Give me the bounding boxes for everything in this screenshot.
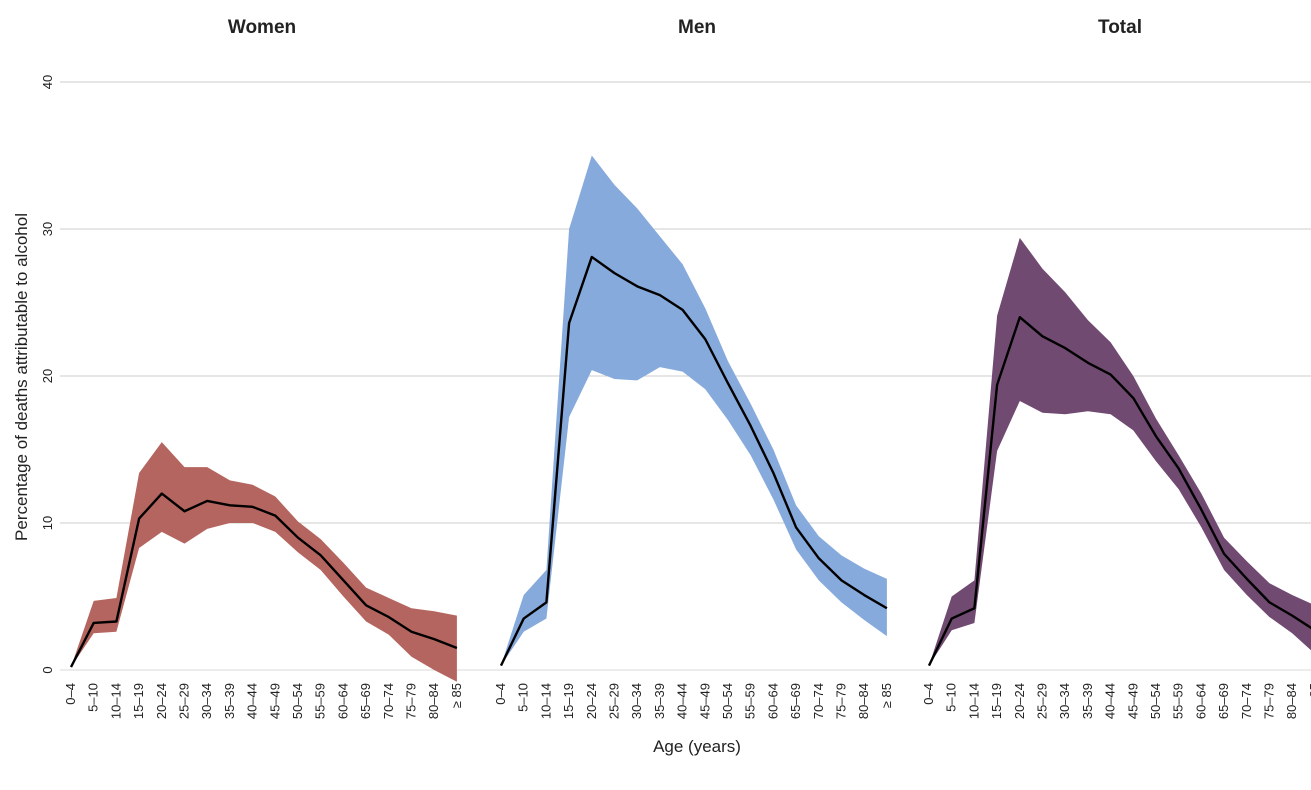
x-tick-label: 5–10 bbox=[86, 683, 101, 712]
x-tick-label: 25–29 bbox=[607, 683, 622, 719]
x-tick-label: 30–34 bbox=[629, 683, 644, 719]
x-axis-title: Age (years) bbox=[653, 737, 741, 756]
x-tick-label: 80–84 bbox=[1284, 683, 1299, 719]
x-tick-label: 50–54 bbox=[720, 683, 735, 719]
panel-title-total: Total bbox=[1098, 17, 1142, 38]
panel-title-men: Men bbox=[678, 17, 716, 38]
x-tick-label: 35–39 bbox=[1080, 683, 1095, 719]
x-tick-label: 45–49 bbox=[1125, 683, 1140, 719]
x-tick-label: 65–69 bbox=[1216, 683, 1231, 719]
y-tick-label: 30 bbox=[40, 222, 55, 236]
x-tick-label: 55–59 bbox=[313, 683, 328, 719]
x-tick-label: 0–4 bbox=[63, 683, 78, 705]
x-tick-label: 80–84 bbox=[856, 683, 871, 719]
x-tick-label: ≥ 85 bbox=[1307, 683, 1311, 708]
x-tick-label: 10–14 bbox=[538, 683, 553, 719]
x-tick-label: 55–59 bbox=[743, 683, 758, 719]
x-tick-label: 45–49 bbox=[267, 683, 282, 719]
x-tick-label: 60–64 bbox=[1193, 683, 1208, 719]
x-tick-label: 60–64 bbox=[335, 683, 350, 719]
x-tick-label: 20–24 bbox=[1012, 683, 1027, 719]
x-tick-label: 70–74 bbox=[1239, 683, 1254, 719]
uncertainty-bands bbox=[71, 155, 1311, 682]
x-tick-label: 25–29 bbox=[177, 683, 192, 719]
x-tick-label: 0–4 bbox=[493, 683, 508, 705]
x-tick-label: 80–84 bbox=[426, 683, 441, 719]
x-tick-label: 55–59 bbox=[1171, 683, 1186, 719]
y-tick-label: 20 bbox=[40, 369, 55, 383]
estimate-line-total bbox=[927, 316, 1311, 667]
x-tick-label: 20–24 bbox=[154, 683, 169, 719]
x-tick-label: 30–34 bbox=[1057, 683, 1072, 719]
x-tick-label: 0–4 bbox=[921, 683, 936, 705]
labels: 0 10 20 30 40 Women 0–4 5–10 10–14 15–19 20–24 25–2… bbox=[40, 17, 1311, 719]
x-tick-label: 60–64 bbox=[765, 683, 780, 719]
x-tick-label: 10–14 bbox=[966, 683, 981, 719]
x-tick-label: 65–69 bbox=[788, 683, 803, 719]
x-tick-label: 15–19 bbox=[989, 683, 1004, 719]
uncertainty-band-total bbox=[929, 237, 1311, 666]
y-axis-title: Percentage of deaths attributable to alc… bbox=[12, 213, 31, 541]
x-tick-label: 70–74 bbox=[811, 683, 826, 719]
x-tick-label: 75–79 bbox=[1262, 683, 1277, 719]
x-tick-label: 10–14 bbox=[108, 683, 123, 719]
x-tick-label: ≥ 85 bbox=[879, 683, 894, 708]
x-tick-label: 35–39 bbox=[222, 683, 237, 719]
x-tick-label: 15–19 bbox=[561, 683, 576, 719]
x-tick-label: 5–10 bbox=[516, 683, 531, 712]
x-tick-label: ≥ 85 bbox=[449, 683, 464, 708]
x-tick-label: 75–79 bbox=[834, 683, 849, 719]
x-tick-label: 35–39 bbox=[652, 683, 667, 719]
x-tick-label: 45–49 bbox=[697, 683, 712, 719]
x-tick-label: 50–54 bbox=[290, 683, 305, 719]
panel-title-women: Women bbox=[228, 17, 296, 38]
x-tick-label: 40–44 bbox=[675, 683, 690, 719]
x-tick-label: 30–34 bbox=[199, 683, 214, 719]
uncertainty-band-men bbox=[501, 155, 887, 666]
y-tick-label: 0 bbox=[40, 666, 55, 673]
estimate-line-men bbox=[499, 255, 888, 667]
x-tick-label: 70–74 bbox=[381, 683, 396, 719]
x-tick-label: 40–44 bbox=[1103, 683, 1118, 719]
x-tick-label: 25–29 bbox=[1035, 683, 1050, 719]
x-tick-label: 75–79 bbox=[404, 683, 419, 719]
y-tick-label: 10 bbox=[40, 516, 55, 530]
x-tick-label: 5–10 bbox=[944, 683, 959, 712]
central-estimate-lines bbox=[69, 255, 1311, 668]
estimate-line-women bbox=[69, 492, 458, 668]
x-tick-label: 15–19 bbox=[131, 683, 146, 719]
x-tick-label: 50–54 bbox=[1148, 683, 1163, 719]
uncertainty-band-women bbox=[71, 442, 457, 682]
y-tick-label: 40 bbox=[40, 75, 55, 89]
x-tick-label: 65–69 bbox=[358, 683, 373, 719]
x-tick-label: 20–24 bbox=[584, 683, 599, 719]
x-tick-label: 40–44 bbox=[245, 683, 260, 719]
